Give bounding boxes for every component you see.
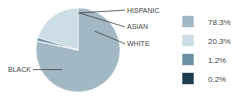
svg-text:0.2%: 0.2%: [208, 75, 226, 84]
svg-text:ASIAN: ASIAN: [127, 23, 148, 30]
svg-text:WHITE: WHITE: [127, 40, 150, 47]
svg-text:BLACK: BLACK: [8, 66, 31, 73]
svg-text:20.3%: 20.3%: [208, 37, 231, 46]
svg-text:78.3%: 78.3%: [208, 18, 231, 27]
svg-text:HISPANIC: HISPANIC: [127, 7, 160, 14]
svg-text:1.2%: 1.2%: [208, 56, 226, 65]
